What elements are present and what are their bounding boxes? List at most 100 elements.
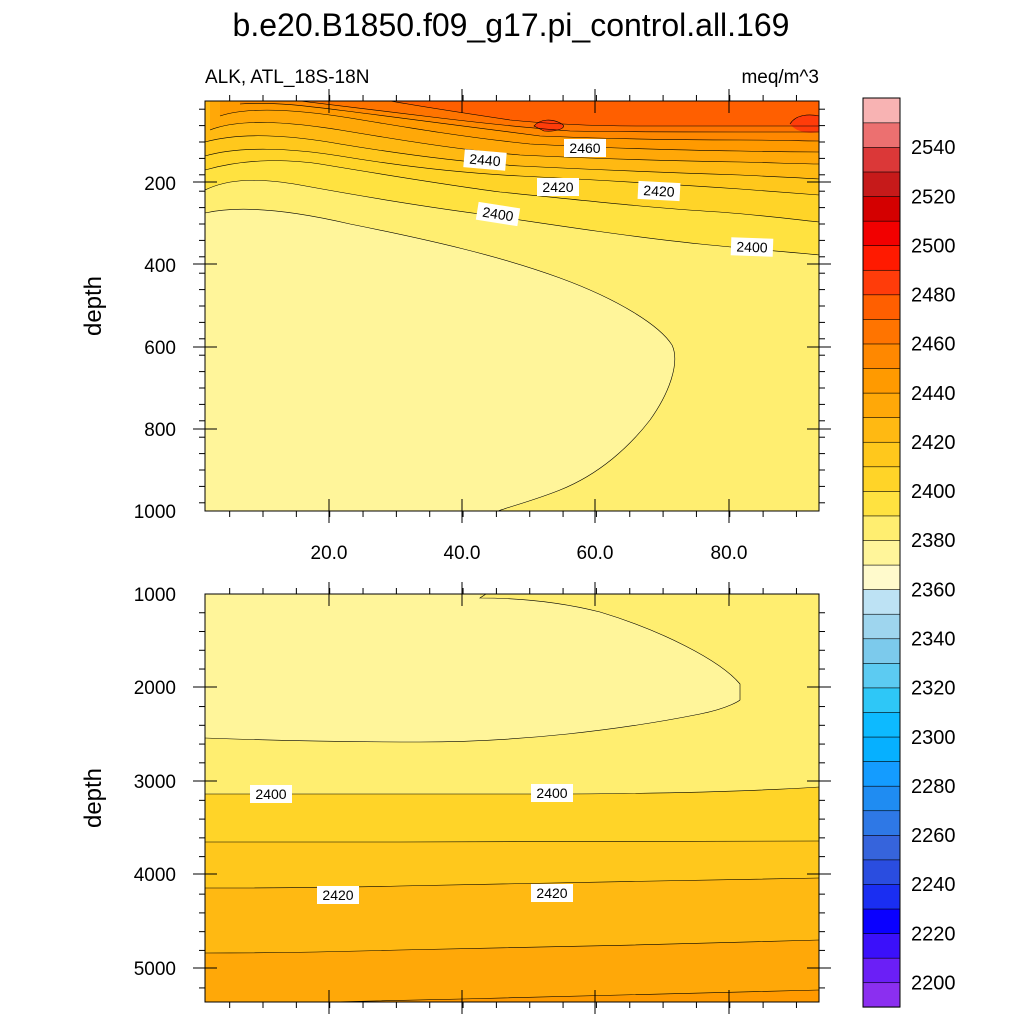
colorbar-swatch xyxy=(862,539,901,566)
fill-2490-2500-patch-b xyxy=(790,114,819,133)
contour-label-text: 2400 xyxy=(736,238,768,255)
colorbar-tick-label: 2220 xyxy=(911,923,956,945)
contour-line-2390 xyxy=(205,594,741,743)
colorbar-tick-label: 2420 xyxy=(911,432,956,454)
colorbar-tick-label: 2440 xyxy=(911,383,956,405)
contour-line-2490-a xyxy=(533,119,564,132)
colorbar-swatch xyxy=(862,245,901,271)
subtitle-units: meq/m^3 xyxy=(741,67,819,88)
contour-line-2490-b xyxy=(789,114,819,125)
colorbar-swatch xyxy=(862,564,901,590)
fill-2480-2490 xyxy=(390,101,819,126)
colorbar-swatch xyxy=(862,736,901,762)
y-axis-label: depth xyxy=(80,276,107,336)
top-panel-fill xyxy=(205,101,819,511)
contour-line-2420 xyxy=(205,148,819,196)
y-tick-label: 600 xyxy=(144,338,176,359)
fill-2380-2390 xyxy=(205,209,675,511)
contour-label-text: 2420 xyxy=(322,887,353,903)
colorbar-swatch xyxy=(862,441,901,468)
contour-line-2390 xyxy=(205,208,676,511)
colorbar-swatch xyxy=(862,392,901,418)
chart-title: b.e20.B1850.f09_g17.pi_control.all.169 xyxy=(233,7,790,43)
y-tick-label: 1000 xyxy=(134,585,176,606)
colorbar-swatch xyxy=(862,613,901,640)
colorbar-swatch xyxy=(862,417,901,443)
contour-line-2470 xyxy=(299,101,819,133)
contour-line-2460 xyxy=(239,102,819,142)
colorbar-tick-label: 2320 xyxy=(911,678,956,700)
contour-label: 2400 xyxy=(730,237,774,257)
colorbar-swatch xyxy=(862,343,901,369)
contour-label: 2460 xyxy=(564,139,606,157)
contour-label-text: 2440 xyxy=(469,151,502,170)
y-tick-label: 4000 xyxy=(134,865,176,886)
colorbar-swatch xyxy=(862,171,901,197)
colorbar-swatch xyxy=(862,810,901,836)
contour-label-text: 2420 xyxy=(536,885,567,901)
x-tick-label: 20.0 xyxy=(311,543,348,564)
colorbar-swatch xyxy=(862,589,901,615)
contour-line-2450 xyxy=(219,109,819,153)
colorbar-tick-label: 2400 xyxy=(911,481,956,503)
colorbar-swatch xyxy=(862,490,901,517)
colorbar-tick-label: 2240 xyxy=(911,874,956,896)
colorbar-tick-label: 2380 xyxy=(911,530,956,552)
contour-line-2440 xyxy=(209,122,819,165)
contour-label: 2420 xyxy=(531,884,573,902)
bottom-panel-frame xyxy=(204,593,820,1003)
colorbar-swatch xyxy=(862,859,901,885)
colorbar-tick-label: 2540 xyxy=(911,137,956,159)
colorbar-swatch xyxy=(862,515,901,541)
colorbar-frame xyxy=(862,97,901,1008)
y-tick-label: 400 xyxy=(144,256,176,277)
colorbar xyxy=(862,97,901,1008)
contour-line-2410 xyxy=(205,840,819,843)
colorbar-tick-label: 2520 xyxy=(911,186,956,208)
colorbar-swatch xyxy=(862,122,901,148)
colorbar-swatch xyxy=(862,294,901,320)
y-tick-label: 1000 xyxy=(134,502,176,523)
contour-label: 2420 xyxy=(317,886,359,904)
contour-label: 2400 xyxy=(531,784,573,802)
colorbar-swatch xyxy=(862,957,901,984)
contour-label: 2420 xyxy=(637,180,681,202)
colorbar-swatch xyxy=(862,318,901,345)
y-tick-label: 200 xyxy=(144,174,176,195)
colorbar-tick-label: 2300 xyxy=(911,727,956,749)
colorbar-swatch xyxy=(862,220,901,247)
y-tick-label: 5000 xyxy=(134,959,176,980)
contour-label-text: 2400 xyxy=(536,785,567,801)
colorbar-swatch xyxy=(862,97,901,124)
colorbar-tick-label: 2460 xyxy=(911,334,956,356)
contour-label-text: 2400 xyxy=(481,204,514,225)
y-axis-label: depth xyxy=(80,768,107,828)
bottom-panel-fill xyxy=(205,594,819,1002)
colorbar-swatch xyxy=(862,638,901,664)
contour-label-text: 2460 xyxy=(569,140,600,156)
colorbar-tick-label: 2360 xyxy=(911,579,956,601)
contour-line-2480 xyxy=(389,101,819,127)
contour-line-2430 xyxy=(205,939,819,954)
colorbar-swatch xyxy=(862,932,901,959)
bottom-panel-ticks xyxy=(193,582,831,1014)
contour-line-2420 xyxy=(205,877,819,889)
contour-line-2430 xyxy=(205,135,819,180)
contour-label-text: 2420 xyxy=(542,179,573,195)
colorbar-tick-label: 2200 xyxy=(911,972,956,994)
colorbar-swatch xyxy=(862,908,901,934)
bottom-panel: 2400 2400 2420 2420 1000 2000 3000 4000 … xyxy=(80,582,831,1014)
colorbar-swatch xyxy=(862,269,901,296)
y-tick-label: 2000 xyxy=(134,678,176,699)
colorbar-swatch xyxy=(862,367,901,394)
fill-2390-2400-upper xyxy=(205,594,819,794)
colorbar-swatch xyxy=(862,982,901,1008)
contour-label-text: 2400 xyxy=(255,786,286,802)
colorbar-swatch xyxy=(862,761,901,787)
colorbar-tick-labels: 2200 2220 2240 2260 2280 2300 2320 2340 2360 2380… xyxy=(911,137,956,994)
contour-label: 2400 xyxy=(250,785,292,803)
subtitle-left: ALK, ATL_18S-18N xyxy=(205,67,369,88)
colorbar-tick-label: 2340 xyxy=(911,628,956,650)
contour-label: 2420 xyxy=(537,178,579,196)
top-panel: 2460 2440 2420 2420 2400 2400 200 400 60… xyxy=(80,89,831,564)
